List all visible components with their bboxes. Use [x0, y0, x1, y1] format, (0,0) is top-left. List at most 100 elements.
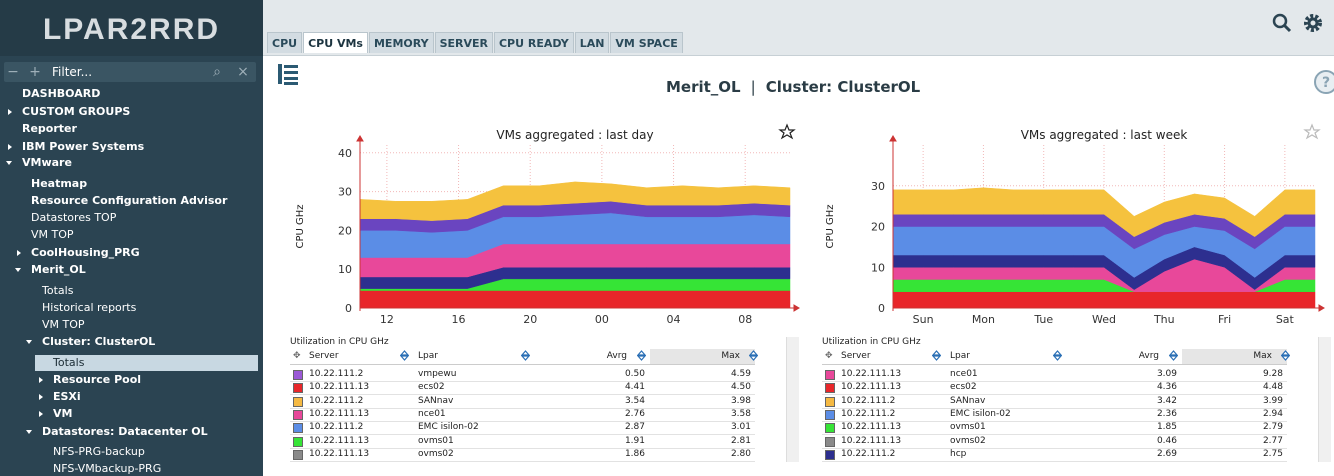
- move-icon: ✥: [293, 351, 301, 361]
- search-icon[interactable]: [1272, 13, 1292, 33]
- tab[interactable]: VM SPACE: [610, 32, 683, 53]
- nav-item[interactable]: DASHBOARD: [22, 87, 101, 100]
- toolbar-icons: [1272, 13, 1322, 33]
- max-cell: 3.01: [730, 422, 751, 433]
- color-swatch: [293, 370, 303, 380]
- table-row: 10.22.111.13 ovms01 1.91 2.81: [290, 435, 755, 449]
- nav-item[interactable]: VM TOP: [42, 318, 85, 331]
- nav-item[interactable]: VMware: [6, 156, 72, 169]
- y-tick-label: 40: [338, 147, 352, 160]
- column-header[interactable]: Server: [841, 351, 871, 361]
- sort-icon[interactable]: [1281, 350, 1290, 361]
- column-header[interactable]: Max: [1253, 351, 1272, 361]
- scrollbar[interactable]: [786, 337, 799, 462]
- sort-icon[interactable]: [637, 350, 646, 361]
- filter-box[interactable]: − + Filter... ⌕ ×: [4, 62, 256, 82]
- tab[interactable]: MEMORY: [368, 32, 434, 53]
- menu-icon[interactable]: [276, 62, 302, 86]
- tab[interactable]: SERVER: [434, 32, 493, 53]
- avg-cell: 2.76: [624, 408, 645, 419]
- lpar-cell: EMC isilon-02: [418, 422, 479, 433]
- scrollbar[interactable]: [1318, 337, 1331, 462]
- nav-item[interactable]: NFS-PRG-backup: [53, 445, 145, 458]
- tab[interactable]: CPU: [267, 32, 303, 53]
- nav-item[interactable]: CUSTOM GROUPS: [7, 105, 131, 118]
- lpar-cell: ecs02: [950, 382, 977, 393]
- tab[interactable]: LAN: [574, 32, 610, 53]
- nav-item[interactable]: Datastores TOP: [31, 211, 117, 224]
- lpar-cell: ovms02: [418, 448, 454, 459]
- table-caption: Utilization in CPU GHz: [822, 337, 921, 347]
- nav-item[interactable]: Merit_OL: [15, 263, 86, 276]
- favorite-star[interactable]: [778, 123, 796, 140]
- nav-item[interactable]: Cluster: ClusterOL: [25, 335, 156, 348]
- sort-icon[interactable]: [1169, 350, 1178, 361]
- nav-item[interactable]: Historical reports: [42, 301, 137, 314]
- sort-icon[interactable]: [749, 350, 758, 361]
- tab[interactable]: CPU READY: [493, 32, 574, 53]
- avg-cell: 0.46: [1156, 435, 1177, 446]
- y-tick-label: 20: [871, 221, 885, 234]
- avg-cell: 0.50: [624, 369, 645, 379]
- sort-icon[interactable]: [1053, 350, 1062, 361]
- settings-icon[interactable]: [1304, 14, 1322, 32]
- column-header[interactable]: Server: [309, 351, 339, 361]
- nav-item[interactable]: Heatmap: [31, 177, 88, 190]
- sort-icon[interactable]: [400, 350, 409, 361]
- max-cell: 2.77: [1262, 435, 1283, 446]
- expand-button[interactable]: +: [29, 64, 41, 80]
- column-header[interactable]: Avrg: [606, 351, 627, 361]
- x-tick-label: 12: [380, 313, 394, 326]
- area-series: [359, 290, 791, 309]
- nav-item[interactable]: VM: [38, 407, 73, 420]
- table-row: 10.22.111.13 ecs02 4.41 4.50: [290, 381, 755, 396]
- sort-icon[interactable]: [521, 350, 530, 361]
- nav-item[interactable]: NFS-VMbackup-PRG: [53, 462, 162, 475]
- nav-item[interactable]: ESXi: [39, 390, 81, 403]
- nav-item-selected[interactable]: Totals: [35, 355, 258, 371]
- nav-item[interactable]: Resource Pool: [38, 373, 142, 386]
- search-button[interactable]: ⌕: [213, 64, 221, 80]
- server-cell: 10.22.111.13: [841, 422, 902, 433]
- nav-item[interactable]: Resource Configuration Advisor: [31, 194, 228, 207]
- table-header: ✥ Server Lpar Avrg Max: [290, 349, 758, 365]
- nav-item[interactable]: Totals: [42, 284, 74, 297]
- nav-item[interactable]: IBM Power Systems: [7, 140, 145, 153]
- x-tick-label: Tue: [1033, 313, 1053, 326]
- tab[interactable]: CPU VMs: [303, 32, 368, 53]
- nav-item[interactable]: Datastores: Datacenter OL: [26, 425, 208, 438]
- table-row: 10.22.111.13 ecs02 4.36 4.48: [822, 381, 1287, 396]
- column-header[interactable]: Avrg: [1138, 351, 1159, 361]
- column-header[interactable]: Lpar: [950, 351, 970, 361]
- avg-cell: 1.85: [1156, 422, 1177, 433]
- area-series: [892, 291, 1316, 309]
- clear-button[interactable]: ×: [237, 64, 249, 80]
- color-swatch: [825, 423, 835, 434]
- help-icon[interactable]: ?: [1312, 68, 1334, 96]
- lpar-cell: vmpewu: [418, 369, 457, 379]
- column-header[interactable]: Max: [721, 351, 740, 361]
- collapse-button[interactable]: −: [7, 64, 19, 80]
- max-cell: 4.50: [730, 382, 751, 393]
- max-cell: 2.94: [1262, 408, 1283, 419]
- max-cell: 4.59: [730, 369, 751, 379]
- table-caption: Utilization in CPU GHz: [290, 337, 389, 347]
- y-tick-label: 20: [338, 224, 352, 237]
- sidebar: LPAR2RRD − + Filter... ⌕ × DASHBOARD CUS…: [0, 0, 263, 476]
- favorite-star[interactable]: [1303, 123, 1321, 140]
- separator: |: [750, 78, 756, 96]
- nav-item[interactable]: Reporter: [22, 122, 77, 135]
- table-row: 10.22.111.13 ovms01 1.85 2.79: [822, 421, 1287, 436]
- color-swatch: [293, 449, 303, 460]
- lpar-cell: ecs02: [418, 382, 445, 393]
- server-cell: 10.22.111.13: [309, 448, 370, 459]
- sort-arrows: [749, 350, 758, 361]
- sort-icon[interactable]: [932, 350, 941, 361]
- lpar-cell: ovms01: [418, 435, 454, 446]
- nav-item[interactable]: CoolHousing_PRG: [17, 246, 140, 259]
- filter-input[interactable]: Filter...: [52, 65, 93, 79]
- lpar-cell: ovms02: [950, 435, 986, 446]
- nav-item[interactable]: VM TOP: [31, 228, 74, 241]
- tab-bar: CPU CPU VMs MEMORY SERVER CPU READY LAN VM SPA…: [267, 32, 684, 53]
- column-header[interactable]: Lpar: [418, 351, 438, 361]
